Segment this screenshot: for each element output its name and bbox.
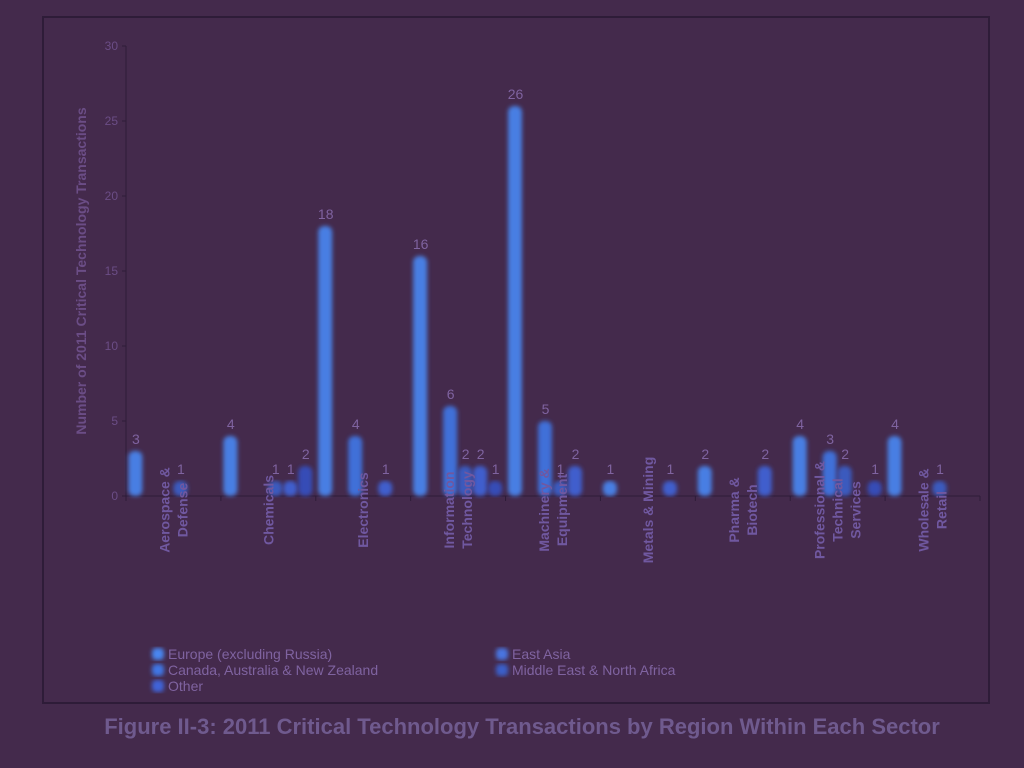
x-category-label: Information [441,472,457,549]
data-label: 18 [318,206,334,222]
x-category-label: Equipment [554,474,570,547]
bar [298,466,313,496]
data-label: 4 [227,416,235,432]
y-tick-label: 10 [105,339,119,353]
figure-caption: Figure II-3: 2011 Critical Technology Tr… [104,714,940,739]
bar [568,466,582,496]
bar [223,436,238,496]
x-category-label: Wholesale & [916,468,932,551]
bar [662,481,677,496]
data-label: 1 [606,461,614,477]
data-label: 1 [287,461,295,477]
y-axis-label: Number of 2011 Critical Technology Trans… [73,107,89,434]
bar [697,466,712,496]
bar [378,481,393,496]
legend-swatch [496,648,508,660]
legend-label: Middle East & North Africa [512,662,676,678]
data-label: 2 [572,446,580,462]
x-category-label: Technology [459,471,475,549]
data-label: 2 [841,446,849,462]
y-tick-label: 20 [105,189,119,203]
bar [867,481,882,496]
data-label: 3 [826,431,834,447]
data-label: 2 [462,446,470,462]
x-category-label: Metals & Mining [640,457,656,564]
y-tick-label: 15 [105,264,119,278]
legend-swatch [152,680,164,692]
x-category-label: Aerospace & [156,467,172,553]
bar [932,481,947,496]
y-tick-label: 0 [111,489,118,503]
bar [508,106,522,496]
data-label: 1 [382,461,390,477]
bar [318,226,333,496]
chart-frame: 0 5 10 15 20 25 30 Number of 2011 Critical Tech… [42,16,990,704]
legend-swatch [152,664,164,676]
data-label: 1 [272,461,280,477]
legend-label: Canada, Australia & New Zealand [168,662,378,678]
bar [268,481,283,496]
x-category-label: Technical [830,478,846,542]
data-label: 1 [666,461,674,477]
x-category-label: Pharma & [726,477,742,542]
y-tick-label: 5 [111,414,118,428]
x-category-label: Electronics [355,472,371,548]
x-category-label: Biotech [744,484,760,535]
bar [173,481,188,496]
bar [488,481,503,496]
x-category-label: Services [848,481,864,539]
x-category-label: Defense [174,483,190,538]
bar [283,481,298,496]
data-label: 1 [492,461,500,477]
data-label: 1 [177,461,185,477]
y-tick-label: 30 [105,39,119,53]
legend-label: Europe (excluding Russia) [168,646,332,662]
x-category-label: Professional & [812,461,828,559]
data-label: 2 [761,446,769,462]
data-label: 2 [302,446,310,462]
bar [822,451,837,496]
data-label: 2 [701,446,709,462]
bar [792,436,807,496]
legend-label: Other [168,678,203,694]
bar [538,421,552,496]
data-label: 3 [132,431,140,447]
data-label: 16 [413,236,429,252]
bar [887,436,902,496]
data-label: 1 [936,461,944,477]
data-label: 4 [796,416,804,432]
data-label: 26 [508,86,524,102]
x-category-label: Retail [934,491,950,529]
data-label: 1 [557,461,565,477]
y-tick-label: 25 [105,114,119,128]
bar [348,436,363,496]
bar [553,481,567,496]
bar [837,466,852,496]
x-category-label: Machinery & [536,468,552,551]
bar [458,466,473,496]
data-label: 4 [891,416,899,432]
data-label: 1 [871,461,879,477]
legend-label: East Asia [512,646,571,662]
data-label: 5 [542,401,550,417]
data-label: 6 [447,386,455,402]
bar [602,481,617,496]
data-label: 2 [477,446,485,462]
data-label: 4 [352,416,360,432]
x-category-label: Chemicals [260,475,276,545]
legend-swatch [152,648,164,660]
legend-swatch [496,664,508,676]
bar [128,451,143,496]
bar [413,256,428,496]
bar [473,466,488,496]
bar [757,466,772,496]
bar [443,406,458,496]
